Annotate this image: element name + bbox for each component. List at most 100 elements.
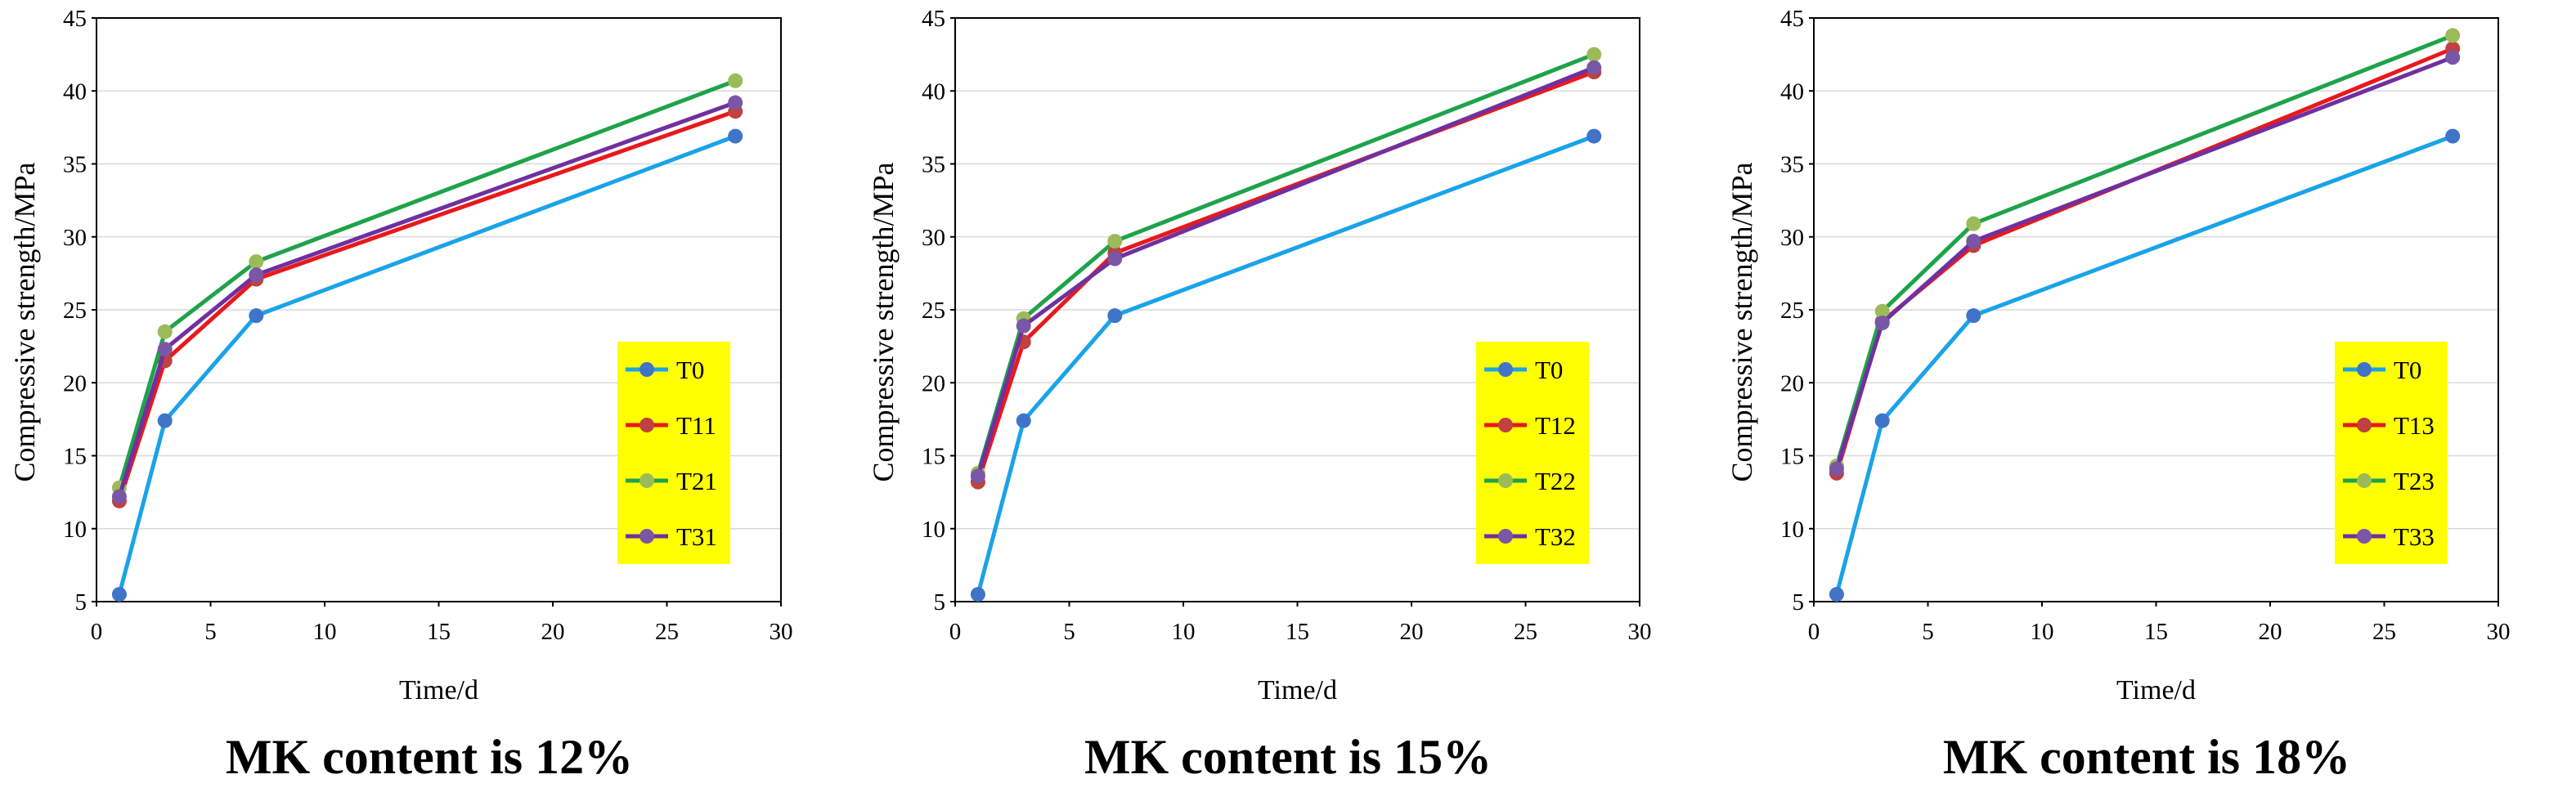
y-tick-label: 45: [922, 6, 945, 32]
data-point-T32: [1107, 251, 1123, 266]
series-line-T31: [117, 101, 737, 498]
y-tick-label: 40: [1780, 78, 1804, 105]
x-tick-label: 30: [1628, 619, 1652, 645]
y-tick-label: 30: [922, 225, 945, 251]
data-point-T31: [157, 342, 173, 357]
data-point-T21: [728, 73, 743, 88]
chart-caption: MK content is 12%: [225, 730, 634, 784]
data-point-T23: [1966, 216, 1981, 231]
legend-label-T13: T13: [2394, 411, 2435, 440]
y-tick-label: 10: [922, 517, 945, 543]
x-tick-label: 0: [949, 619, 962, 645]
legend-label-T11: T11: [676, 411, 716, 440]
x-tick-label: 0: [91, 619, 103, 645]
x-tick-label: 20: [2259, 619, 2282, 645]
x-tick-label: 30: [770, 619, 793, 645]
x-tick-label: 20: [541, 619, 565, 645]
data-point-T0: [2445, 128, 2461, 144]
legend-marker-T31: [640, 529, 654, 544]
x-tick-label: 30: [2487, 619, 2511, 645]
x-tick-label: 25: [1514, 619, 1537, 645]
y-tick-label: 15: [1780, 444, 1804, 470]
y-tick-label: 35: [922, 152, 945, 178]
legend-label-T23: T23: [2394, 467, 2435, 495]
legend-background: [2335, 342, 2448, 564]
x-axis-title: Time/d: [399, 675, 478, 705]
legend-marker-T0: [2357, 362, 2372, 377]
legend-label-T32: T32: [1535, 522, 1576, 551]
y-tick-label: 30: [1780, 225, 1804, 251]
data-point-T21: [249, 254, 264, 270]
data-point-T22: [1107, 234, 1123, 249]
legend-label-T22: T22: [1535, 467, 1576, 495]
y-tick-label: 45: [63, 6, 87, 32]
x-tick-label: 25: [2372, 619, 2396, 645]
x-tick-label: 15: [2144, 619, 2168, 645]
data-point-T0: [1586, 128, 1602, 144]
legend-label-T0: T0: [1535, 356, 1563, 384]
x-tick-label: 15: [427, 619, 451, 645]
data-point-T23: [1874, 303, 1890, 319]
legend: T0 T11 T21 T31: [617, 342, 730, 564]
data-point-T32: [970, 468, 985, 484]
chart-caption: MK content is 15%: [1084, 730, 1492, 784]
x-tick-label: 10: [313, 619, 337, 645]
legend-label-T0: T0: [676, 356, 704, 384]
data-point-T33: [1874, 316, 1890, 331]
legend-marker-T11: [640, 418, 654, 432]
y-tick-label: 40: [922, 78, 945, 105]
data-point-T22: [1586, 47, 1602, 62]
chart-panel-3: 5 10 15 20 25 30 35 40 45 0 5 10 15 20 25 30 Time/d Compr…: [1717, 0, 2576, 788]
y-axis-title: Compressive strength/MPa: [867, 162, 900, 481]
x-tick-label: 10: [2031, 619, 2054, 645]
legend-background: [1476, 342, 1589, 564]
x-tick-label: 5: [204, 619, 217, 645]
data-point-T0: [249, 308, 264, 324]
series-line-T0: [976, 134, 1595, 595]
y-tick-label: 45: [1780, 6, 1804, 32]
data-point-T0: [111, 587, 127, 602]
series-line-T23: [1834, 34, 2454, 467]
data-point-T21: [157, 324, 173, 339]
chart-caption: MK content is 18%: [1942, 730, 2351, 784]
legend-marker-T32: [1498, 529, 1513, 544]
y-tick-label: 20: [1780, 370, 1804, 396]
data-point-T33: [2445, 50, 2461, 65]
legend-label-T12: T12: [1535, 411, 1576, 440]
data-point-T0: [728, 128, 743, 144]
y-tick-label: 35: [1780, 152, 1804, 178]
data-point-T33: [1966, 234, 1981, 249]
chart-panel-1: 5 10 15 20 25 30 35 40 45 0 5 10 15 20 25 30 Time/d Compr…: [0, 0, 859, 788]
series-line-T0: [1834, 134, 2454, 595]
legend-label-T31: T31: [676, 522, 717, 551]
series-line-T0: [117, 134, 737, 595]
data-point-T31: [249, 267, 264, 283]
x-tick-label: 5: [1922, 619, 1934, 645]
x-tick-label: 20: [1400, 619, 1424, 645]
y-axis-title: Compressive strength/MPa: [8, 162, 41, 481]
legend-marker-T23: [2357, 473, 2372, 488]
y-tick-label: 10: [1780, 517, 1804, 543]
y-tick-label: 25: [922, 298, 945, 324]
data-point-T0: [157, 413, 173, 428]
y-tick-label: 10: [63, 517, 87, 543]
legend: T0 T13 T23 T33: [2335, 342, 2448, 564]
x-tick-label: 25: [655, 619, 679, 645]
data-point-T0: [970, 587, 985, 602]
series-line-T32: [976, 65, 1595, 477]
data-point-T0: [1016, 413, 1031, 428]
legend-marker-T21: [640, 473, 654, 488]
y-tick-label: 30: [63, 225, 87, 251]
legend-background: [617, 342, 730, 564]
data-point-T0: [1874, 413, 1890, 428]
legend-marker-T13: [2357, 418, 2372, 432]
y-tick-label: 15: [63, 444, 87, 470]
series-line-T11: [117, 109, 737, 502]
x-tick-label: 0: [1808, 619, 1820, 645]
legend-marker-T33: [2357, 529, 2372, 544]
x-tick-label: 10: [1172, 619, 1196, 645]
x-axis-title: Time/d: [2116, 675, 2196, 705]
